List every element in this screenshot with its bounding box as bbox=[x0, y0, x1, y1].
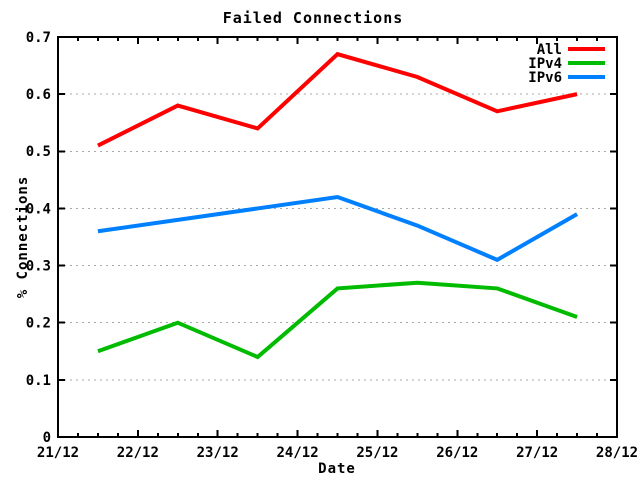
legend-label-ipv4: IPv4 bbox=[528, 56, 562, 72]
x-tick-label: 27/12 bbox=[516, 445, 558, 461]
x-tick-label: 25/12 bbox=[356, 445, 398, 461]
x-axis-title: Date bbox=[318, 461, 356, 477]
series-line-ipv6 bbox=[97, 194, 579, 263]
series-line-ipv4 bbox=[97, 280, 578, 360]
x-tick-label: 21/12 bbox=[37, 445, 79, 461]
x-tick-label: 23/12 bbox=[197, 445, 239, 461]
y-tick-label: 0.5 bbox=[26, 144, 51, 160]
y-tick-label: 0 bbox=[43, 430, 51, 446]
y-tick-label: 0.7 bbox=[26, 30, 51, 46]
series-line-all bbox=[97, 51, 578, 148]
legend-label-ipv6: IPv6 bbox=[528, 70, 562, 86]
chart-title: Failed Connections bbox=[222, 9, 404, 27]
y-tick-label: 0.3 bbox=[26, 258, 51, 274]
plot-border bbox=[57, 36, 618, 438]
y-tick-label: 0.1 bbox=[26, 373, 51, 389]
x-tick-label: 28/12 bbox=[596, 445, 638, 461]
x-tick-label: 26/12 bbox=[436, 445, 478, 461]
x-tick-label: 24/12 bbox=[276, 445, 318, 461]
y-tick-label: 0.2 bbox=[26, 316, 51, 332]
y-tick-label: 0.4 bbox=[26, 201, 51, 217]
x-tick-label: 22/12 bbox=[117, 445, 159, 461]
y-tick-label: 0.6 bbox=[26, 87, 51, 103]
legend-label-all: All bbox=[537, 42, 562, 58]
